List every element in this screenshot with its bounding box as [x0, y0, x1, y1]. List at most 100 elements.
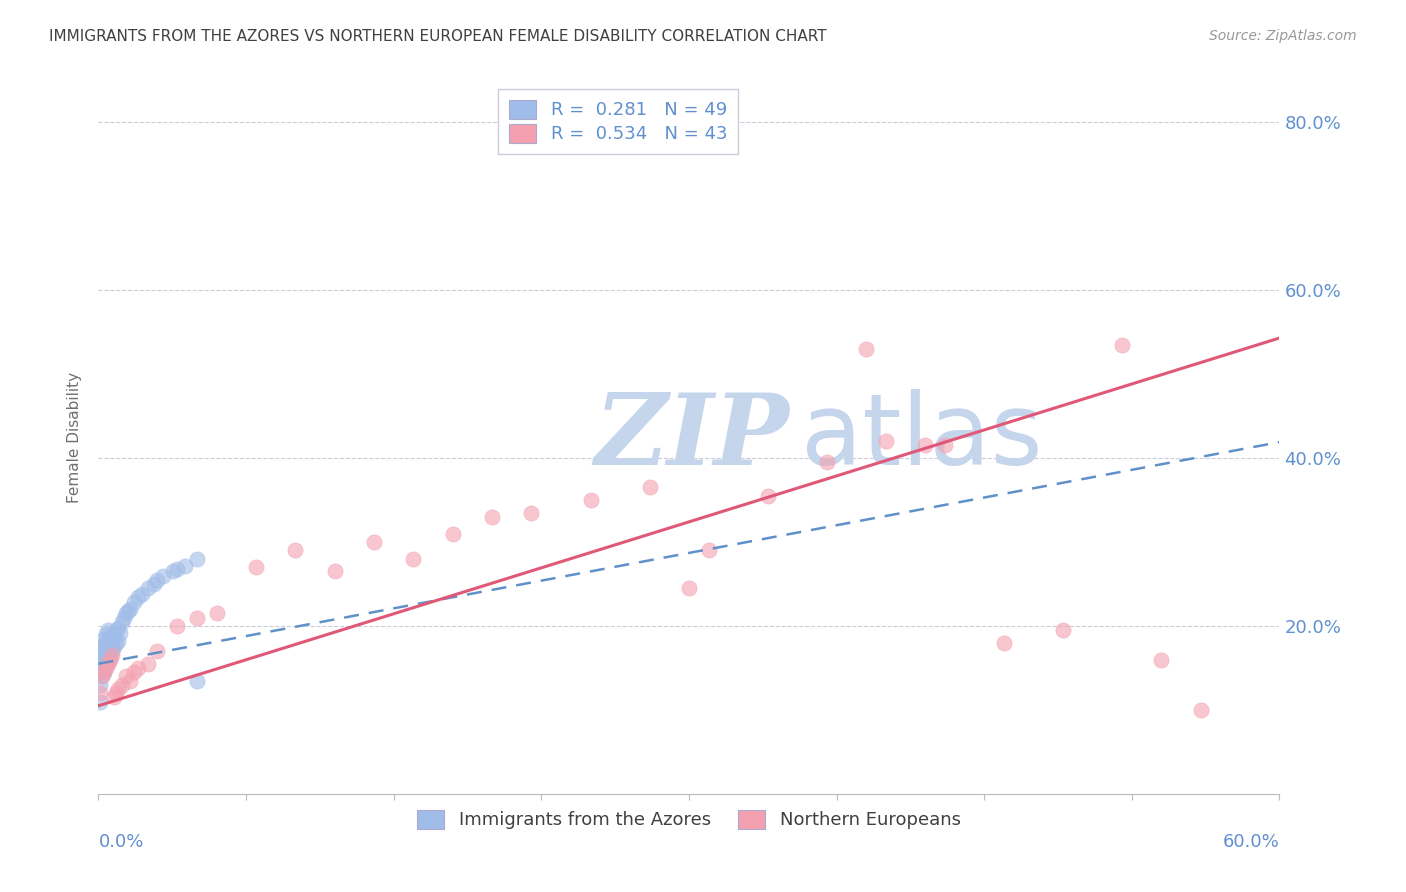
- Point: [481, 509, 503, 524]
- Point: [678, 581, 700, 595]
- Point: [91, 640, 114, 654]
- Point: [93, 665, 115, 680]
- Point: [91, 657, 114, 671]
- Point: [105, 686, 128, 700]
- Point: [1150, 652, 1173, 666]
- Text: 60.0%: 60.0%: [1223, 833, 1279, 851]
- Point: [205, 607, 228, 621]
- Point: [89, 661, 111, 675]
- Point: [152, 568, 174, 582]
- Point: [96, 661, 118, 675]
- Point: [579, 493, 602, 508]
- Point: [127, 590, 149, 604]
- Point: [855, 342, 877, 356]
- Point: [91, 669, 114, 683]
- Point: [101, 648, 124, 663]
- Point: [284, 543, 307, 558]
- Point: [107, 681, 129, 696]
- Y-axis label: Female Disability: Female Disability: [67, 371, 83, 503]
- Point: [97, 654, 120, 668]
- Point: [174, 558, 197, 573]
- Point: [127, 661, 149, 675]
- Point: [993, 636, 1015, 650]
- Point: [103, 690, 125, 705]
- Point: [96, 657, 118, 671]
- Point: [108, 625, 131, 640]
- Point: [97, 636, 120, 650]
- Point: [93, 637, 115, 651]
- Text: Source: ZipAtlas.com: Source: ZipAtlas.com: [1209, 29, 1357, 43]
- Point: [101, 644, 124, 658]
- Point: [186, 551, 208, 566]
- Point: [103, 640, 125, 654]
- Point: [166, 619, 188, 633]
- Point: [107, 634, 129, 648]
- Point: [520, 506, 543, 520]
- Point: [91, 648, 114, 663]
- Point: [115, 607, 138, 621]
- Point: [112, 610, 135, 624]
- Point: [136, 657, 159, 671]
- Point: [101, 634, 124, 648]
- Point: [1189, 703, 1212, 717]
- Point: [93, 652, 115, 666]
- Point: [93, 632, 115, 646]
- Point: [103, 627, 125, 641]
- Point: [131, 587, 153, 601]
- Point: [97, 623, 120, 637]
- Point: [914, 438, 936, 452]
- Point: [245, 560, 267, 574]
- Point: [186, 673, 208, 688]
- Point: [186, 610, 208, 624]
- Point: [815, 455, 838, 469]
- Point: [89, 694, 111, 708]
- Point: [115, 669, 138, 683]
- Point: [91, 669, 114, 683]
- Point: [638, 480, 661, 494]
- Point: [118, 673, 141, 688]
- Point: [146, 573, 169, 587]
- Point: [111, 615, 134, 629]
- Point: [105, 636, 128, 650]
- Point: [96, 627, 118, 641]
- Point: [934, 438, 956, 452]
- Point: [96, 648, 118, 663]
- Point: [98, 629, 121, 643]
- Point: [136, 581, 159, 595]
- Point: [111, 678, 134, 692]
- Point: [93, 665, 115, 680]
- Point: [122, 595, 145, 609]
- Point: [117, 604, 139, 618]
- Point: [118, 602, 141, 616]
- Point: [441, 526, 464, 541]
- Point: [1111, 337, 1133, 351]
- Point: [89, 686, 111, 700]
- Point: [142, 577, 165, 591]
- Text: atlas: atlas: [801, 389, 1043, 485]
- Point: [363, 535, 385, 549]
- Point: [756, 489, 779, 503]
- Point: [93, 644, 115, 658]
- Text: ZIP: ZIP: [595, 389, 789, 485]
- Point: [105, 623, 128, 637]
- Point: [97, 657, 120, 671]
- Point: [98, 640, 121, 654]
- Point: [1052, 623, 1074, 637]
- Point: [107, 621, 129, 635]
- Point: [122, 665, 145, 680]
- Point: [89, 678, 111, 692]
- Point: [96, 640, 118, 654]
- Point: [402, 551, 425, 566]
- Point: [166, 562, 188, 576]
- Point: [875, 434, 897, 449]
- Point: [323, 565, 346, 579]
- Point: [98, 651, 121, 665]
- Point: [146, 644, 169, 658]
- Point: [697, 543, 720, 558]
- Point: [97, 646, 120, 660]
- Text: IMMIGRANTS FROM THE AZORES VS NORTHERN EUROPEAN FEMALE DISABILITY CORRELATION CH: IMMIGRANTS FROM THE AZORES VS NORTHERN E…: [49, 29, 827, 44]
- Point: [162, 565, 184, 579]
- Legend: Immigrants from the Azores, Northern Europeans: Immigrants from the Azores, Northern Eur…: [408, 801, 970, 838]
- Point: [98, 652, 121, 666]
- Text: 0.0%: 0.0%: [98, 833, 143, 851]
